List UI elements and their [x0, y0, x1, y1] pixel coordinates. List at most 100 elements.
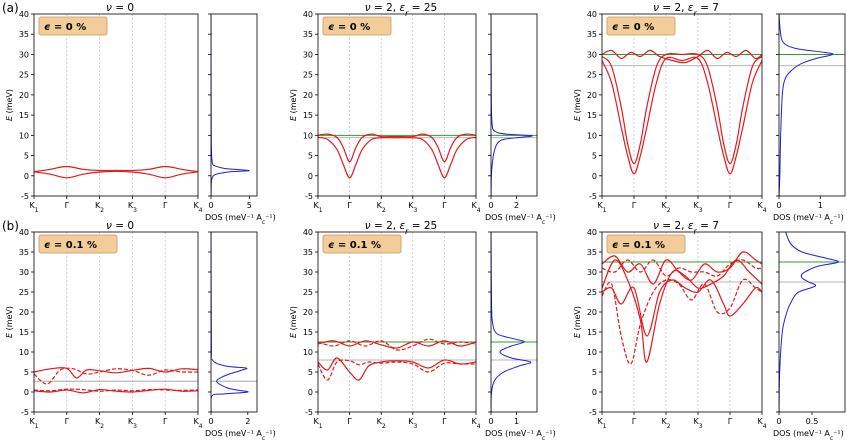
x-tick-label: K3	[693, 417, 702, 430]
y-tick-label: 40	[19, 10, 29, 19]
dos-x-tick-label: 0	[776, 201, 781, 210]
x-tick-label: Γ	[65, 201, 70, 210]
strain-badge-label: ϵ = 0.1 %	[44, 240, 97, 251]
y-tick-label: 30	[587, 268, 597, 277]
strain-badge	[606, 16, 676, 36]
x-tick-label: Γ	[347, 201, 352, 210]
y-tick-label: 25	[303, 71, 313, 80]
y-tick-label: 5	[24, 368, 29, 377]
strain-badge-label: ϵ = 0 %	[44, 22, 86, 33]
x-tick-label: Γ	[163, 201, 168, 210]
y-tick-label: 15	[19, 328, 29, 337]
y-tick-label: 35	[587, 248, 597, 257]
y-tick-label: -5	[21, 192, 29, 201]
y-tick-label: 30	[587, 50, 597, 59]
y-tick-label: 15	[303, 111, 313, 120]
x-tick-label: K4	[471, 417, 480, 430]
y-tick-label: 5	[24, 152, 29, 161]
x-tick-label: K1	[29, 417, 38, 430]
y-tick-label: -5	[589, 192, 597, 201]
dos-x-tick-label: 5	[247, 201, 252, 210]
dos-x-tick-label: 0	[776, 417, 781, 426]
y-tick-label: 35	[19, 248, 29, 257]
y-tick-label: 0	[308, 172, 313, 181]
y-tick-label: 15	[587, 328, 597, 337]
dos-axes-frame	[210, 231, 258, 413]
panel-title: ν = 0	[106, 2, 134, 14]
y-tick-label: 15	[303, 328, 313, 337]
dos-curve	[491, 232, 532, 412]
panel-title: ν = 0	[106, 220, 134, 232]
y-tick-label: -5	[305, 192, 313, 201]
y-tick-label: 35	[303, 30, 313, 39]
y-tick-label: 20	[303, 308, 313, 317]
y-axis-label: E (meV)	[573, 89, 582, 121]
panel: -5 0 5 10 15 20 25 30 35 40 E (meV) K1 Γ K2 K3 Γ K4 0 2 DOS…	[289, 2, 556, 226]
y-axis-label: E (meV)	[289, 306, 298, 338]
y-tick-label: 5	[592, 368, 597, 377]
band-line	[34, 170, 198, 179]
dos-x-tick-label: 0	[488, 417, 493, 426]
x-tick-label: Γ	[632, 201, 637, 210]
x-tick-label: Γ	[728, 201, 733, 210]
x-tick-label: K3	[408, 417, 417, 430]
panel: -5 0 5 10 15 20 25 30 35 40 E (meV) K1 Γ K2 K3 Γ K4 0 1 DOS…	[573, 2, 846, 226]
y-tick-label: 0	[592, 388, 597, 397]
y-tick-label: 20	[587, 308, 597, 317]
x-tick-label: Γ	[163, 417, 168, 426]
y-tick-label: 35	[587, 30, 597, 39]
band-axes-frame	[317, 231, 477, 413]
band-line	[602, 49, 762, 64]
x-tick-label: K3	[408, 201, 417, 214]
x-tick-label: K4	[757, 201, 766, 214]
panel: -5 0 5 10 15 20 25 30 35 40 E (meV) K1 Γ K2 K3 Γ K4 0 5 DOS…	[5, 2, 276, 226]
y-tick-label: 25	[587, 288, 597, 297]
band-line	[602, 251, 762, 285]
band-line	[602, 279, 762, 337]
dos-x-tick-label: 0	[208, 417, 213, 426]
x-tick-label: K2	[661, 201, 670, 214]
x-tick-label: K3	[128, 201, 137, 214]
y-tick-label: 25	[587, 71, 597, 80]
band-line	[34, 388, 198, 394]
x-tick-label: K4	[471, 201, 480, 214]
y-tick-label: -5	[305, 408, 313, 417]
x-tick-label: K4	[193, 201, 202, 214]
dos-x-tick-label: 0.5	[806, 417, 819, 426]
y-tick-label: 20	[19, 308, 29, 317]
band-line	[318, 340, 476, 349]
y-tick-label: 40	[19, 228, 29, 237]
x-tick-label: Γ	[65, 417, 70, 426]
x-tick-label: Γ	[442, 417, 447, 426]
band-axes-frame	[317, 13, 477, 197]
band-line	[318, 136, 476, 179]
x-tick-label: K2	[95, 201, 104, 214]
panel: -5 0 5 10 15 20 25 30 35 40 E (meV) K1 Γ K2 K3 Γ K4 0 1 DOS…	[289, 220, 556, 441]
strain-badge-label: ϵ = 0 %	[612, 22, 654, 33]
y-tick-label: 25	[19, 71, 29, 80]
row-label: (a)	[2, 1, 19, 15]
y-tick-label: 20	[19, 91, 29, 100]
y-tick-label: 40	[303, 228, 313, 237]
strain-badge	[38, 16, 108, 36]
y-tick-label: 10	[303, 348, 313, 357]
band-axes-frame	[601, 13, 763, 197]
band-line	[318, 133, 476, 163]
y-tick-label: 30	[19, 268, 29, 277]
x-tick-label: K1	[597, 417, 606, 430]
y-tick-label: 5	[308, 152, 313, 161]
y-tick-label: 5	[592, 152, 597, 161]
dos-x-tick-label: 1	[818, 201, 823, 210]
strain-badge-label: ϵ = 0 %	[328, 22, 370, 33]
y-tick-label: 0	[24, 172, 29, 181]
x-tick-label: K2	[661, 417, 670, 430]
y-tick-label: 40	[303, 10, 313, 19]
dos-axis-label: DOS (meV⁻¹ Ac⁻¹)	[485, 429, 556, 441]
x-tick-label: K2	[377, 201, 386, 214]
y-tick-label: 10	[303, 131, 313, 140]
dos-axes-frame	[490, 13, 538, 197]
band-line	[318, 357, 476, 381]
band-line	[34, 367, 198, 385]
